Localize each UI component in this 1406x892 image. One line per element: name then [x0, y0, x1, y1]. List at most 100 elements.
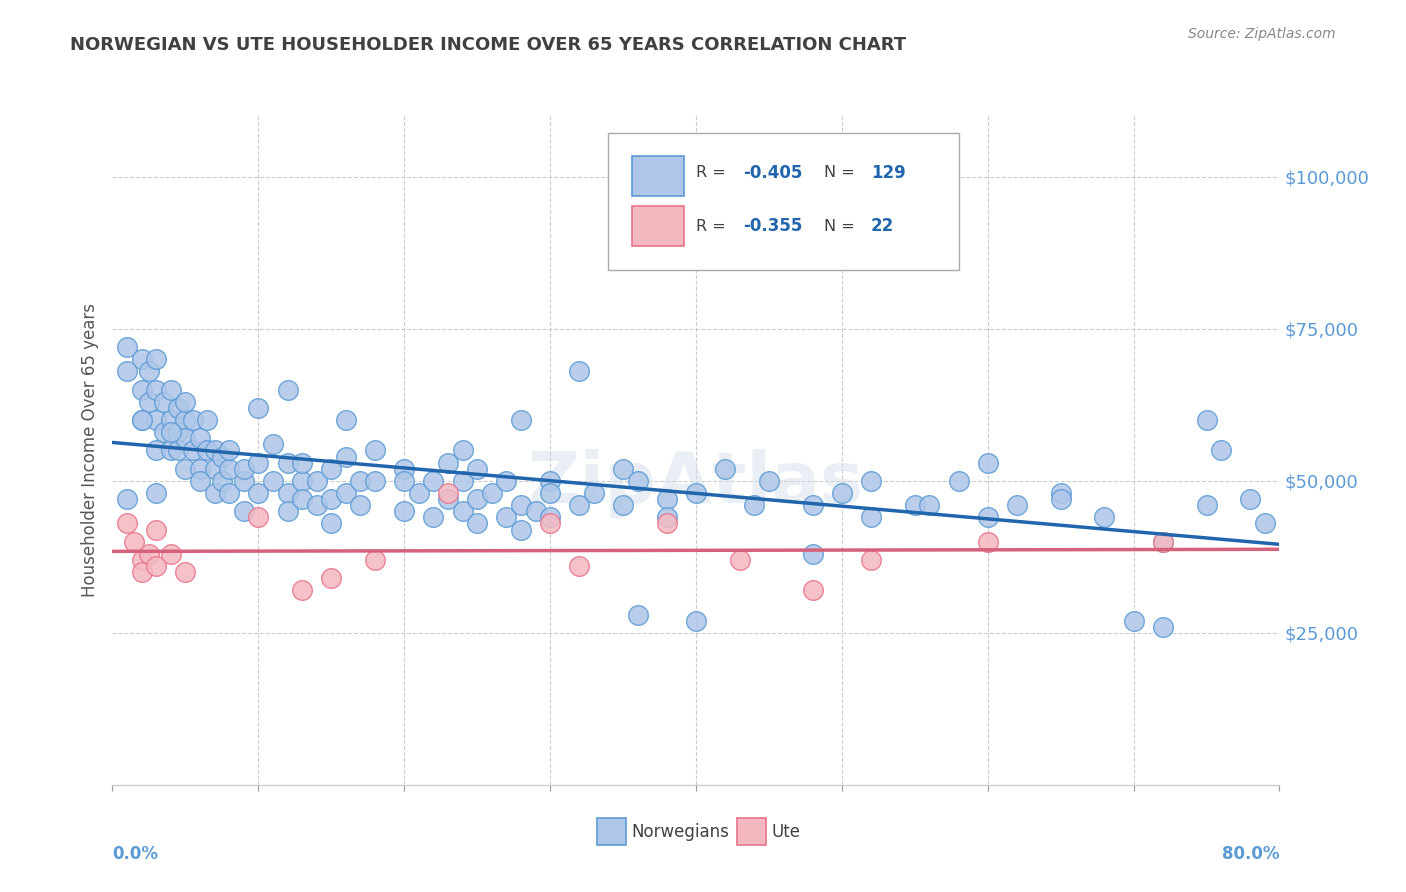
Point: [422, 474, 444, 488]
Point: [714, 243, 737, 257]
Point: [422, 510, 444, 524]
Point: [131, 383, 153, 397]
Point: [160, 443, 183, 458]
Point: [145, 523, 167, 537]
Point: [801, 547, 824, 561]
Point: [465, 516, 488, 531]
Text: -0.355: -0.355: [742, 218, 801, 235]
Point: [276, 486, 298, 500]
FancyBboxPatch shape: [631, 156, 685, 196]
Point: [859, 553, 883, 567]
Point: [232, 504, 254, 518]
Point: [160, 547, 183, 561]
Point: [195, 413, 218, 427]
Point: [174, 413, 197, 427]
Point: [859, 510, 883, 524]
Point: [408, 486, 430, 500]
Point: [568, 364, 591, 378]
Point: [145, 383, 167, 397]
Point: [392, 461, 416, 475]
Point: [131, 565, 153, 579]
Text: ZipAtlas: ZipAtlas: [529, 450, 863, 518]
Point: [655, 492, 678, 507]
Point: [211, 474, 233, 488]
Point: [145, 413, 167, 427]
Point: [204, 443, 226, 458]
Point: [321, 516, 343, 531]
Point: [831, 486, 853, 500]
Point: [364, 474, 387, 488]
Point: [1152, 620, 1174, 634]
Point: [335, 450, 357, 464]
Point: [321, 571, 343, 585]
Point: [538, 474, 561, 488]
Point: [174, 461, 197, 475]
Point: [612, 461, 634, 475]
Point: [582, 486, 605, 500]
Point: [626, 607, 648, 622]
Point: [291, 474, 314, 488]
Point: [568, 559, 591, 574]
Point: [1254, 516, 1277, 531]
Point: [538, 510, 561, 524]
Point: [305, 498, 328, 512]
Point: [859, 474, 883, 488]
Point: [1049, 486, 1071, 500]
Point: [349, 498, 371, 512]
Point: [758, 474, 780, 488]
Point: [321, 461, 343, 475]
Point: [948, 474, 970, 488]
Point: [160, 425, 183, 440]
Point: [742, 498, 765, 512]
Point: [247, 401, 270, 415]
Point: [145, 352, 167, 367]
Point: [160, 413, 183, 427]
Point: [465, 461, 488, 475]
Point: [291, 583, 314, 598]
Point: [181, 443, 204, 458]
Point: [131, 413, 153, 427]
Point: [115, 364, 138, 378]
Point: [1049, 492, 1071, 507]
Text: Ute: Ute: [772, 822, 801, 841]
Point: [538, 486, 561, 500]
Point: [188, 474, 211, 488]
Text: N =: N =: [824, 165, 860, 180]
FancyBboxPatch shape: [631, 206, 685, 246]
Point: [145, 486, 167, 500]
Point: [160, 383, 183, 397]
Point: [1152, 534, 1174, 549]
Point: [451, 504, 474, 518]
Point: [728, 553, 751, 567]
Point: [305, 474, 328, 488]
Point: [1122, 614, 1144, 628]
Point: [115, 340, 138, 354]
Point: [145, 559, 167, 574]
Point: [188, 431, 211, 445]
FancyBboxPatch shape: [737, 819, 766, 846]
Point: [262, 437, 284, 451]
Point: [976, 456, 998, 470]
Text: N =: N =: [824, 219, 860, 234]
Point: [801, 583, 824, 598]
Text: -0.405: -0.405: [742, 164, 801, 182]
Text: R =: R =: [696, 219, 731, 234]
Text: 22: 22: [870, 218, 894, 235]
Point: [392, 504, 416, 518]
Point: [204, 461, 226, 475]
Point: [451, 474, 474, 488]
Point: [655, 510, 678, 524]
Point: [247, 486, 270, 500]
Point: [481, 486, 503, 500]
Text: 129: 129: [870, 164, 905, 182]
Point: [655, 516, 678, 531]
FancyBboxPatch shape: [596, 819, 626, 846]
Y-axis label: Householder Income Over 65 years: Householder Income Over 65 years: [80, 303, 98, 598]
Point: [801, 498, 824, 512]
Point: [195, 443, 218, 458]
Point: [131, 553, 153, 567]
Point: [918, 498, 941, 512]
Text: 80.0%: 80.0%: [1222, 846, 1279, 863]
Point: [335, 413, 357, 427]
Point: [437, 486, 460, 500]
